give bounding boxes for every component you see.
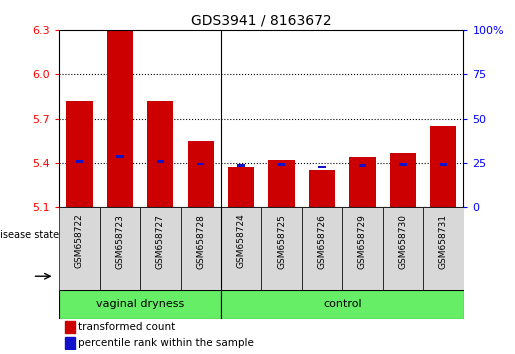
Bar: [59, 207, 100, 290]
Text: GSM658724: GSM658724: [237, 214, 246, 268]
Bar: [268, 160, 295, 207]
Bar: [187, 141, 214, 207]
Bar: [107, 30, 133, 207]
Text: vaginal dryness: vaginal dryness: [96, 299, 184, 309]
Text: GSM658726: GSM658726: [318, 214, 327, 269]
Bar: [383, 207, 423, 290]
Bar: [116, 155, 124, 158]
Text: GSM658728: GSM658728: [196, 214, 205, 269]
Text: GSM658723: GSM658723: [115, 214, 124, 269]
Text: control: control: [323, 299, 362, 309]
Text: GSM658722: GSM658722: [75, 214, 84, 268]
Bar: [228, 167, 254, 207]
Text: GSM658729: GSM658729: [358, 214, 367, 269]
Bar: [221, 290, 464, 319]
Bar: [76, 160, 83, 163]
Bar: [430, 126, 456, 207]
Bar: [180, 207, 221, 290]
Title: GDS3941 / 8163672: GDS3941 / 8163672: [191, 13, 332, 28]
Text: GSM658730: GSM658730: [399, 214, 407, 269]
Bar: [157, 160, 164, 163]
Text: percentile rank within the sample: percentile rank within the sample: [78, 338, 253, 348]
Bar: [140, 207, 180, 290]
Bar: [59, 290, 221, 319]
Bar: [359, 164, 366, 167]
Bar: [66, 101, 93, 207]
Bar: [197, 163, 204, 166]
Text: transformed count: transformed count: [78, 322, 175, 332]
Bar: [399, 164, 406, 166]
Bar: [278, 164, 285, 166]
Bar: [318, 166, 325, 169]
Bar: [390, 153, 416, 207]
Text: disease state: disease state: [0, 230, 59, 240]
Bar: [65, 337, 75, 349]
Text: GSM658731: GSM658731: [439, 214, 448, 269]
Bar: [147, 101, 174, 207]
Bar: [302, 207, 342, 290]
Bar: [309, 170, 335, 207]
Bar: [342, 207, 383, 290]
Bar: [261, 207, 302, 290]
Bar: [65, 321, 75, 333]
Bar: [100, 207, 140, 290]
Text: GSM658727: GSM658727: [156, 214, 165, 269]
Bar: [237, 164, 245, 167]
Bar: [221, 207, 261, 290]
Text: GSM658725: GSM658725: [277, 214, 286, 269]
Bar: [423, 207, 464, 290]
Bar: [349, 157, 375, 207]
Bar: [440, 164, 447, 166]
